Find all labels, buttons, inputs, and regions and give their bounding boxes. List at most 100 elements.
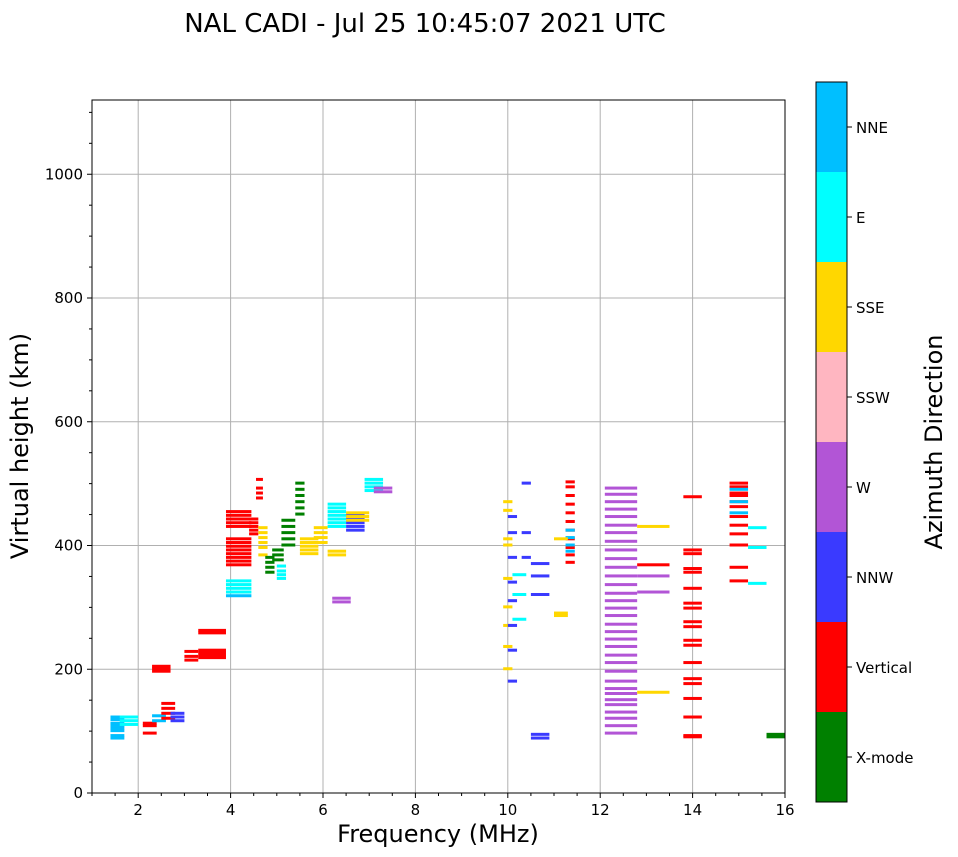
echo-mark	[748, 545, 767, 549]
y-tick-label: 0	[73, 784, 83, 802]
echo-mark	[225, 559, 252, 563]
echo-mark	[142, 731, 157, 735]
echo-mark	[332, 596, 351, 600]
echo-mark	[604, 507, 638, 511]
echo-mark	[256, 486, 263, 490]
echo-mark	[225, 544, 252, 548]
echo-mark	[503, 537, 513, 541]
echo-mark	[503, 500, 513, 504]
echo-mark	[565, 511, 575, 515]
echo-mark	[683, 734, 702, 738]
colorbar-segment	[816, 712, 847, 802]
echo-mark	[225, 517, 252, 521]
echo-mark	[604, 669, 638, 673]
echo-mark	[364, 477, 384, 481]
echo-mark	[565, 553, 575, 557]
colorbar-category-label: X-mode	[856, 749, 913, 767]
echo-mark	[364, 481, 384, 485]
echo-mark	[604, 710, 638, 714]
echo-mark	[256, 496, 263, 500]
echo-mark	[604, 515, 638, 519]
echo-mark	[327, 506, 347, 510]
echo-mark	[604, 500, 638, 504]
echo-mark	[225, 583, 252, 587]
echo-mark	[346, 528, 365, 532]
echo-mark	[507, 515, 518, 519]
echo-mark	[604, 687, 638, 691]
echo-mark	[604, 724, 638, 728]
echo-mark	[604, 492, 638, 496]
echo-mark	[604, 599, 638, 603]
echo-mark	[729, 579, 749, 583]
echo-mark	[281, 518, 296, 522]
echo-mark	[299, 541, 319, 545]
echo-mark	[281, 531, 296, 535]
echo-mark	[161, 706, 176, 710]
echo-mark	[198, 648, 226, 652]
colorbar-category-label: E	[856, 209, 865, 227]
echo-mark	[683, 661, 702, 665]
colorbar: X-mode Vertical NNW W SSW SSE E NNE	[815, 81, 913, 803]
echo-mark	[295, 481, 305, 485]
echo-mark	[604, 637, 638, 641]
echo-mark	[276, 576, 287, 580]
echo-mark	[530, 736, 550, 740]
echo-mark	[683, 625, 702, 629]
x-axis-label: Frequency (MHz)	[337, 820, 539, 848]
echo-mark	[152, 667, 171, 671]
echo-mark	[521, 531, 531, 535]
y-tick-label: 1000	[45, 165, 83, 183]
echo-mark	[604, 557, 638, 561]
echo-mark	[299, 544, 319, 548]
echo-mark	[554, 537, 568, 541]
echo-mark	[152, 714, 166, 718]
echo-mark	[258, 526, 268, 530]
echo-mark	[346, 511, 370, 515]
echo-mark	[683, 495, 702, 499]
echo-mark	[512, 593, 527, 596]
plot-frame	[91, 99, 786, 794]
echo-mark	[258, 536, 268, 540]
echo-mark	[225, 590, 252, 594]
echo-mark	[604, 692, 638, 695]
echo-mark	[110, 724, 125, 728]
echo-mark	[110, 715, 125, 719]
echo-mark	[327, 517, 347, 521]
echo-mark	[281, 524, 296, 528]
echo-mark	[565, 549, 575, 553]
echo-mark	[346, 518, 370, 522]
echo-mark	[225, 510, 252, 514]
echo-mark	[184, 649, 199, 653]
echo-mark	[313, 541, 328, 545]
echo-mark	[565, 480, 575, 484]
colorbar-segment	[816, 262, 847, 352]
echo-mark	[729, 487, 749, 491]
echo-mark	[503, 508, 513, 512]
echo-mark	[565, 494, 575, 497]
echo-mark	[565, 485, 575, 489]
echo-mark	[225, 541, 252, 545]
echo-mark	[198, 628, 226, 632]
echo-mark	[604, 630, 638, 634]
colorbar-segment	[816, 442, 847, 532]
echo-mark	[152, 719, 166, 723]
echo-mark	[604, 679, 638, 683]
echo-mark	[299, 552, 319, 556]
echo-mark	[729, 485, 749, 489]
colorbar-segment	[816, 532, 847, 622]
colorbar-segment	[816, 622, 847, 712]
echo-mark	[281, 537, 296, 541]
echo-mark	[683, 638, 702, 642]
colorbar-category-label: NNE	[856, 119, 888, 137]
echo-mark	[346, 515, 370, 519]
echo-mark	[729, 532, 749, 536]
echo-mark	[225, 552, 252, 556]
echo-mark	[683, 552, 702, 556]
echo-mark	[161, 701, 176, 705]
echo-mark	[313, 531, 328, 535]
echo-mark	[276, 569, 287, 573]
echo-mark	[512, 617, 527, 621]
echo-mark	[683, 586, 702, 590]
echo-mark	[530, 732, 550, 736]
